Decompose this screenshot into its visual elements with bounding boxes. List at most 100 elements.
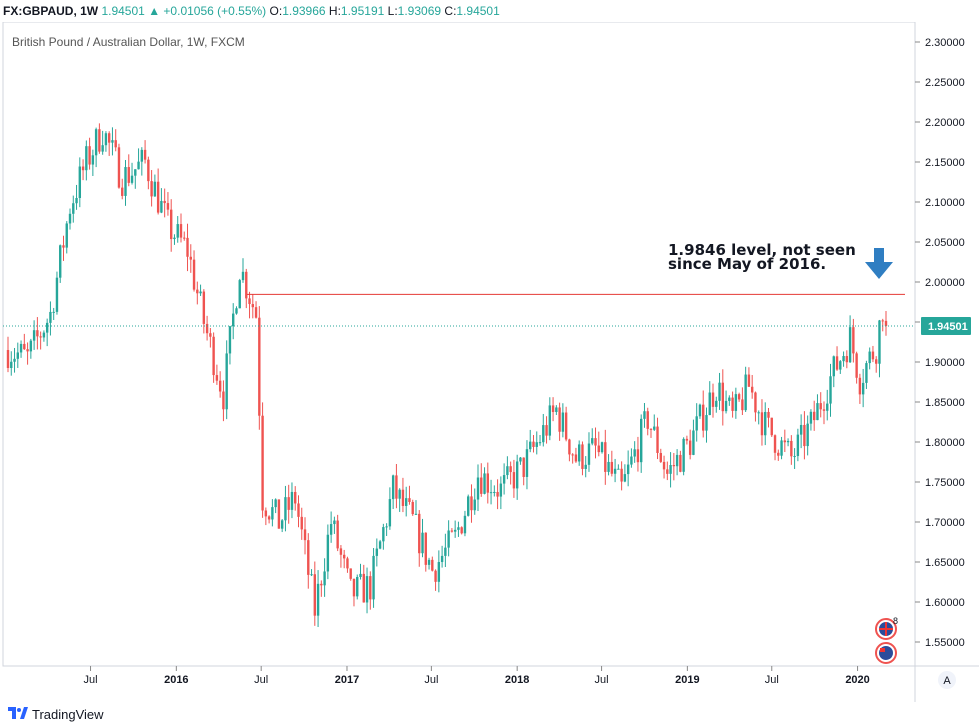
candle-body — [535, 442, 538, 447]
down-arrow-icon[interactable] — [865, 248, 893, 279]
candle-body — [757, 412, 760, 414]
candle-body — [584, 464, 587, 469]
candle-body — [568, 439, 571, 455]
candle-body — [196, 289, 199, 294]
candle-body — [564, 412, 568, 440]
price-chart[interactable]: British Pound / Australian Dollar, 1W, F… — [0, 22, 979, 702]
candle-body — [607, 461, 610, 472]
candle-body — [646, 411, 649, 429]
candle-body — [10, 361, 13, 368]
candle-body — [829, 376, 832, 404]
candle-body — [205, 323, 209, 334]
candle-body — [346, 558, 349, 569]
candle-body — [372, 555, 375, 600]
candle-body — [45, 322, 49, 333]
open-label: O: — [269, 4, 283, 18]
candle-body — [202, 291, 206, 324]
candle-body — [117, 147, 121, 188]
symbol-label[interactable]: FX:GBPAUD, 1W — [3, 4, 99, 18]
time-axis[interactable]: Jul 2016 Jul 2017 Jul 2018 Jul 2019 Jul 2020 — [83, 666, 870, 686]
candle-body — [300, 516, 303, 530]
candle-body — [822, 409, 826, 411]
candle-body — [307, 540, 310, 575]
price-tick-label: 2.00000 — [925, 277, 965, 289]
candle-body — [803, 424, 806, 447]
candle-body — [884, 320, 888, 326]
candles — [6, 123, 888, 627]
plot-area[interactable] — [2, 22, 916, 667]
candle-body — [94, 129, 98, 156]
candle-body — [378, 541, 382, 549]
candle-body — [316, 583, 320, 616]
candle-body — [747, 374, 751, 387]
candle-body — [649, 428, 653, 430]
candle-body — [809, 411, 813, 424]
australia-flag-icon[interactable] — [875, 642, 897, 664]
candle-body — [85, 146, 88, 171]
candle-body — [871, 351, 875, 360]
candle-body — [261, 415, 264, 511]
candle-body — [525, 449, 529, 477]
brand-name[interactable]: TradingView — [32, 707, 104, 722]
candle-body — [16, 352, 19, 359]
candle-body — [519, 457, 522, 462]
candle-body — [754, 392, 757, 413]
time-tick-label: Jul — [83, 674, 97, 686]
auto-scale-button[interactable]: A — [938, 671, 956, 689]
candle-body — [750, 386, 754, 393]
candle-body — [839, 361, 842, 370]
candle-body — [542, 425, 545, 443]
candle-body — [356, 577, 359, 597]
candle-body — [349, 568, 352, 579]
candle-body — [777, 452, 780, 456]
candle-body — [509, 466, 512, 473]
candle-body — [653, 426, 656, 430]
time-tick-label: Jul — [765, 674, 779, 686]
price-tick-label: 2.25000 — [925, 77, 965, 89]
close-value: 1.94501 — [456, 4, 500, 18]
candle-body — [698, 404, 702, 417]
candle-body — [271, 507, 274, 520]
candle-body — [143, 149, 147, 160]
price-tick-label: 1.75000 — [925, 477, 965, 489]
price-tick-label: 2.30000 — [925, 37, 965, 49]
candle-body — [166, 203, 170, 210]
candle-body — [23, 343, 26, 350]
candle-body — [163, 200, 166, 204]
price-tick-label: 2.20000 — [925, 117, 965, 129]
candle-body — [75, 198, 78, 204]
candle-body — [153, 181, 157, 197]
candle-body — [352, 578, 356, 597]
candle-body — [604, 442, 607, 472]
candle-body — [868, 351, 871, 364]
candle-body — [52, 311, 55, 313]
candle-body — [672, 465, 676, 467]
uk-flag-icon[interactable] — [875, 618, 897, 640]
time-tick-label: 2018 — [505, 674, 529, 686]
price-axis[interactable]: 2.30000 2.25000 2.20000 2.15000 2.10000 2.050… — [915, 37, 965, 649]
candle-body — [682, 438, 685, 472]
candle-body — [493, 491, 496, 493]
candle-body — [218, 380, 222, 392]
candle-body — [666, 469, 669, 474]
annotation-line-2[interactable]: since May of 2016. — [668, 255, 826, 273]
candle-body — [532, 441, 535, 447]
candle-body — [715, 400, 718, 407]
candle-body — [147, 159, 150, 182]
change-arrow-icon: ▲ — [148, 4, 161, 18]
price-tick-label: 1.65000 — [925, 557, 965, 569]
candle-body — [597, 445, 600, 453]
low-label: L: — [387, 4, 398, 18]
candle-body — [68, 213, 72, 224]
candle-body — [679, 454, 682, 472]
candle-body — [760, 412, 764, 436]
time-tick-label: 2017 — [335, 674, 359, 686]
candle-body — [199, 291, 202, 294]
candle-body — [264, 510, 268, 517]
candle-body — [875, 359, 878, 364]
candle-body — [124, 167, 127, 196]
annotation-line-1[interactable]: 1.9846 level, not seen — [668, 241, 856, 259]
tradingview-logo-icon[interactable] — [8, 707, 28, 721]
candle-body — [728, 397, 731, 401]
price-tick-label: 1.70000 — [925, 517, 965, 529]
